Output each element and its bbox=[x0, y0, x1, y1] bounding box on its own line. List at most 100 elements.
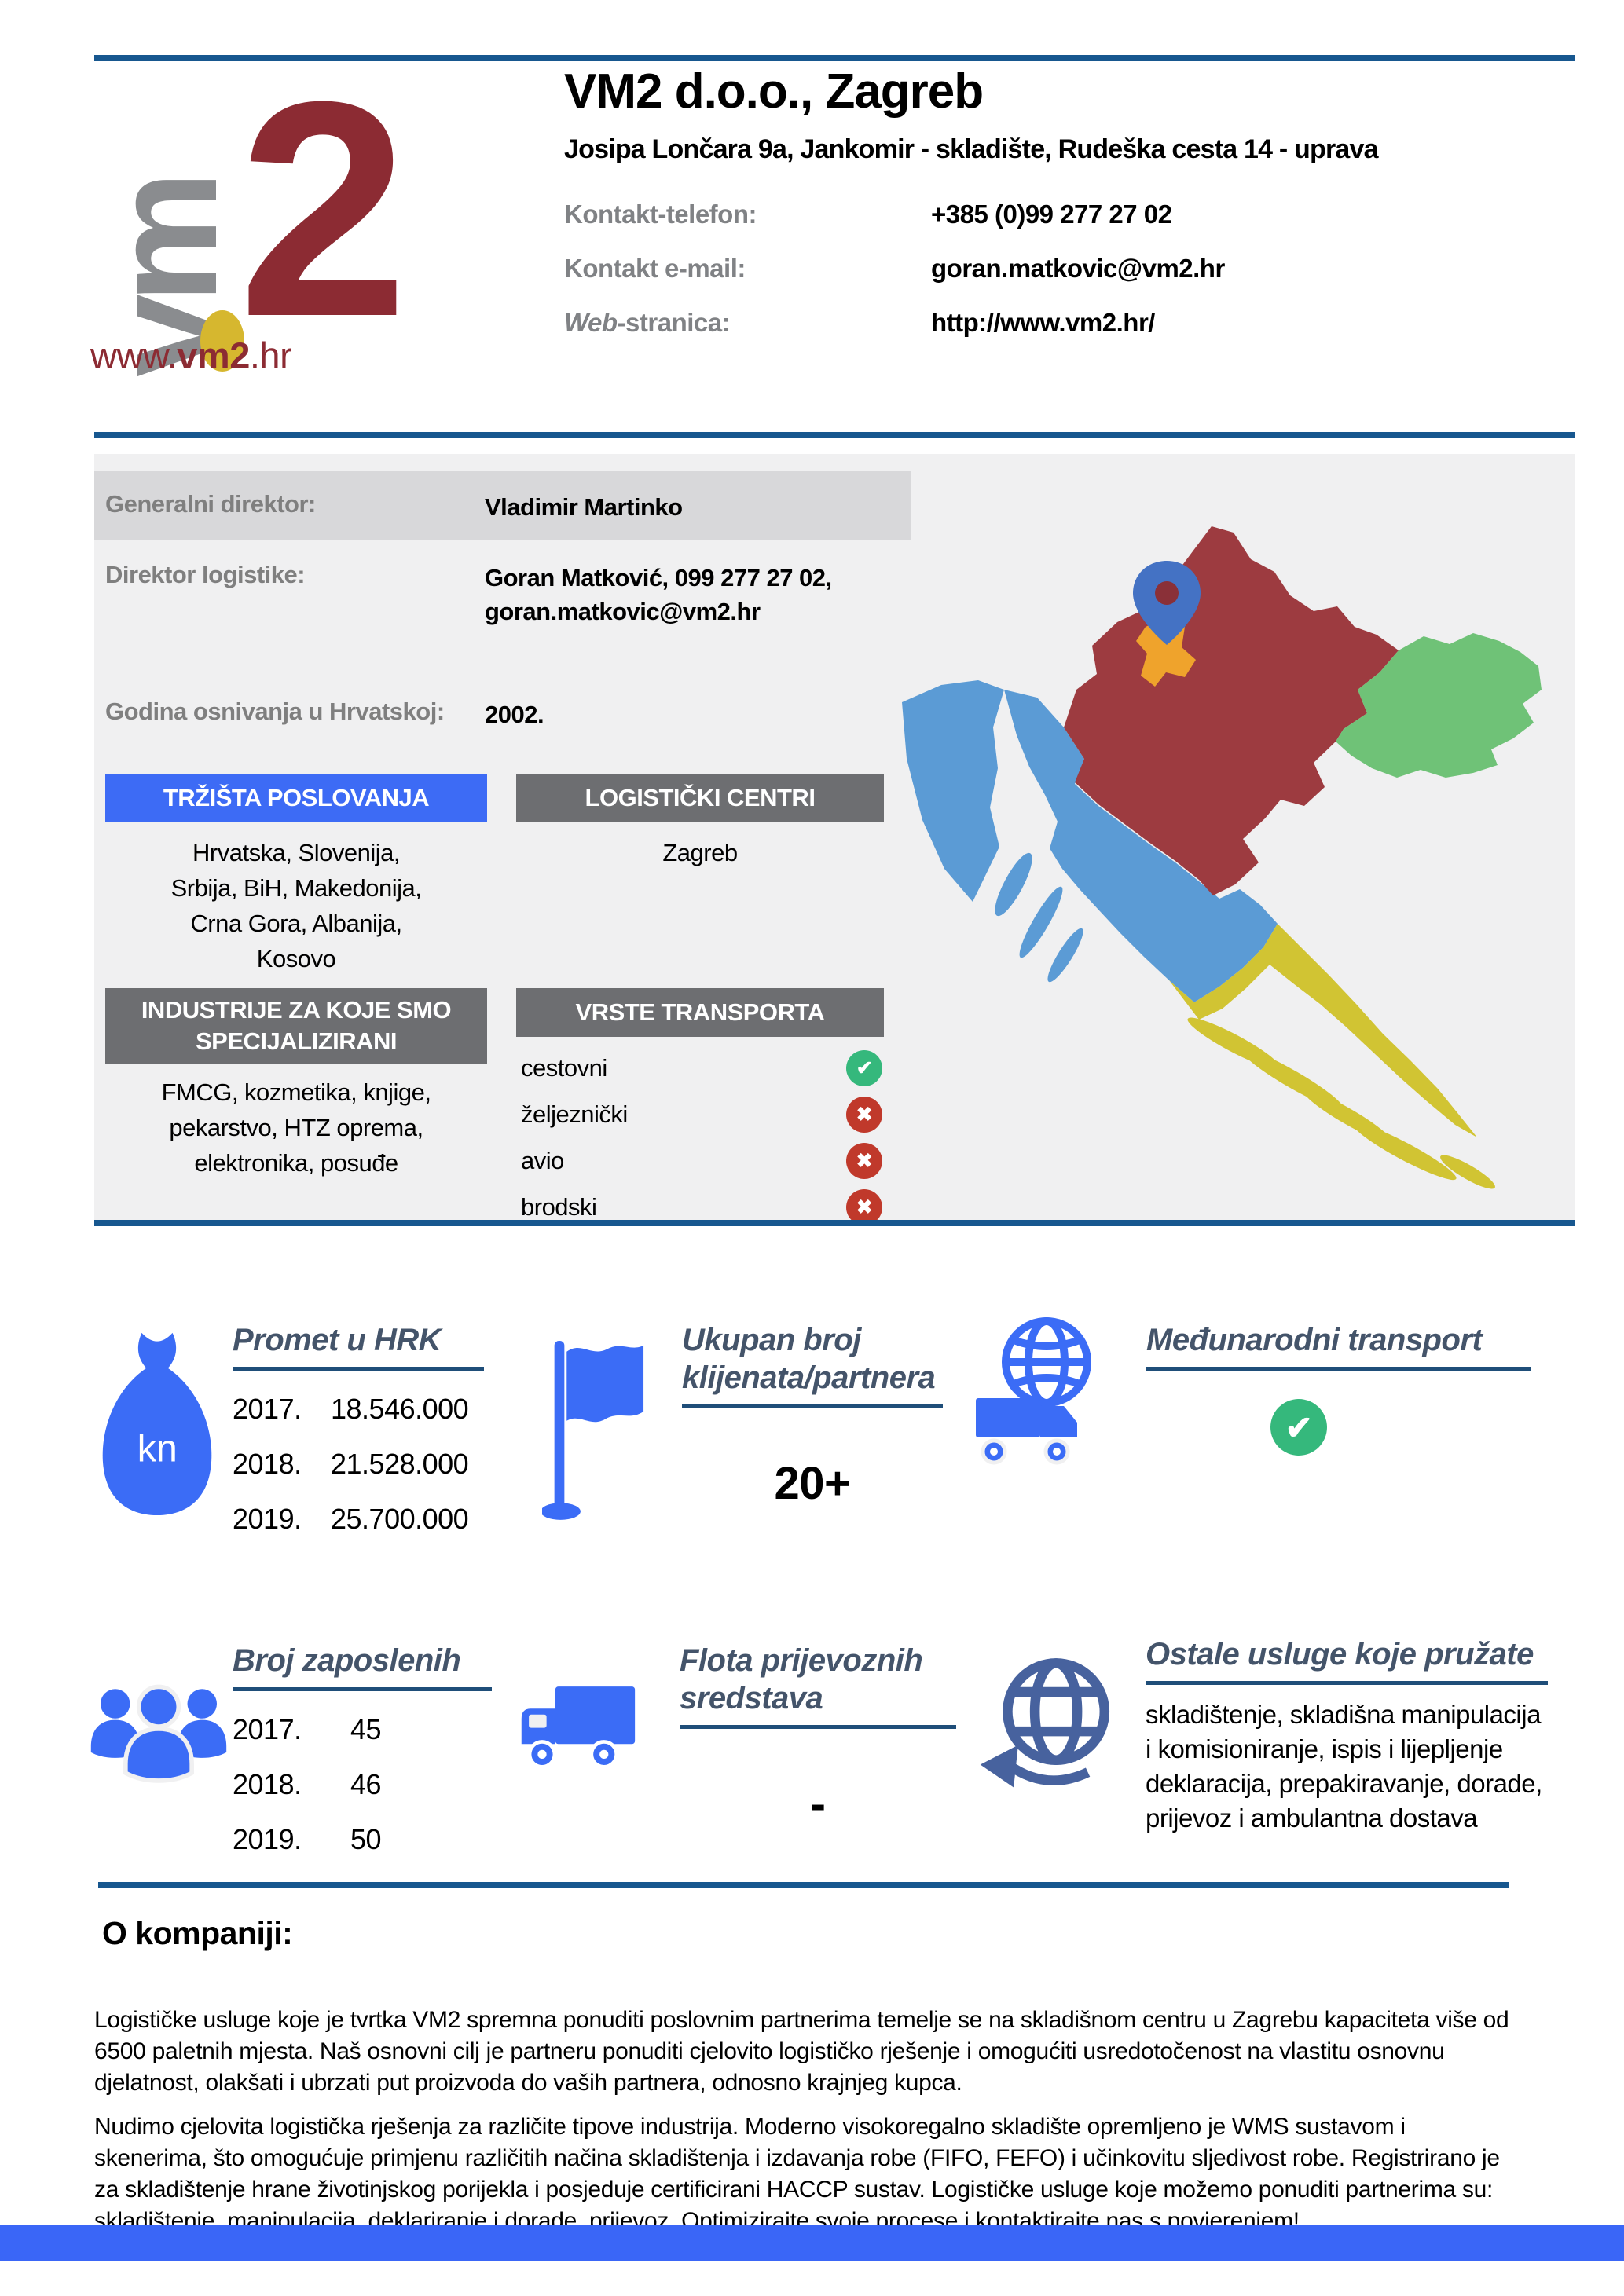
contact-label-text: Kontakt-telefon: bbox=[564, 200, 757, 229]
stat-year: 2019. bbox=[233, 1503, 302, 1535]
people-group-icon bbox=[90, 1684, 227, 1783]
transport-types-list: cestovni ✔ željeznički ✖ avio ✖ brodski … bbox=[516, 1045, 884, 1230]
logistics-director-label: Direktor logistike: bbox=[105, 561, 306, 588]
stat-value: 45 bbox=[350, 1713, 382, 1745]
stat-title: Ostale usluge koje pružate bbox=[1146, 1635, 1548, 1685]
stat-title: Međunarodni transport bbox=[1146, 1321, 1531, 1371]
stat-body: Promet u HRK 2017. 18.546.000 2018. 21.528… bbox=[233, 1321, 484, 1547]
logo-digit: 2 bbox=[238, 38, 409, 380]
globe-arrow-icon bbox=[980, 1658, 1110, 1788]
general-director-value: Vladimir Martinko bbox=[485, 493, 683, 521]
stat-value: 46 bbox=[350, 1768, 382, 1800]
stat-body: Ukupan broj klijenata/partnera 20+ bbox=[682, 1321, 943, 1510]
stat-row: 2017. 45 bbox=[233, 1702, 492, 1757]
logo-site-suffix: .hr bbox=[249, 335, 292, 376]
transport-section-header: VRSTE TRANSPORTA bbox=[516, 988, 884, 1037]
industries-section-header: INDUSTRIJE ZA KOJE SMO SPECIJALIZIRANI bbox=[105, 988, 487, 1064]
top-divider bbox=[94, 55, 1575, 61]
transport-status-icon: ✔ bbox=[846, 1049, 882, 1086]
logo-yellow-dot-icon bbox=[200, 310, 244, 372]
region-slavonia bbox=[1336, 633, 1542, 778]
contact-label-text: -stranica: bbox=[617, 308, 731, 338]
markets-list: Hrvatska, Slovenija, Srbija, BiH, Makedo… bbox=[105, 835, 487, 976]
markets-section-header: TRŽIŠTA POSLOVANJA bbox=[105, 774, 487, 822]
contact-email-value: goran.matkovic@vm2.hr bbox=[931, 254, 1225, 284]
stat-year: 2017. bbox=[233, 1393, 302, 1425]
transport-row-road: cestovni ✔ bbox=[516, 1045, 884, 1091]
about-divider bbox=[98, 1882, 1509, 1888]
island bbox=[1440, 1155, 1495, 1189]
region-west-coast bbox=[1004, 690, 1278, 1002]
money-bag-icon: kn bbox=[102, 1332, 212, 1516]
stat-value: 18.546.000 bbox=[331, 1393, 469, 1425]
logistics-director-line1: Goran Matković, 099 277 27 02, bbox=[485, 564, 832, 591]
about-paragraph-1: Logističke usluge koje je tvrtka VM2 spr… bbox=[94, 2007, 1509, 2096]
general-director-row-band bbox=[94, 471, 911, 540]
contact-list: Kontakt-telefon: +385 (0)99 277 27 02 Ko… bbox=[564, 200, 1578, 338]
company-info-panel: Generalni direktor: Vladimir Martinko Di… bbox=[94, 454, 1575, 1225]
stat-title-line1: Flota prijevoznih bbox=[680, 1643, 923, 1678]
logo-site-prefix: www. bbox=[90, 335, 178, 376]
svg-text:kn: kn bbox=[137, 1427, 178, 1470]
transport-label: cestovni bbox=[521, 1053, 607, 1082]
island bbox=[1019, 886, 1063, 958]
truck-icon bbox=[521, 1686, 636, 1769]
header: VM2 d.o.o., Zagreb Josipa Lončara 9a, Ja… bbox=[564, 66, 1578, 338]
stat-row: 2018. 21.528.000 bbox=[233, 1437, 484, 1492]
centers-section-header: LOGISTIČKI CENTRI bbox=[516, 774, 884, 822]
flag-icon bbox=[542, 1341, 644, 1520]
industries-title-line2: SPECIJALIZIRANI bbox=[195, 1027, 398, 1055]
contact-label-em: Web bbox=[564, 308, 618, 338]
stat-value: 50 bbox=[350, 1823, 382, 1855]
region-zagreb-county bbox=[1136, 617, 1196, 687]
page-title: VM2 d.o.o., Zagreb bbox=[564, 64, 984, 119]
stat-big-value: 20+ bbox=[774, 1458, 851, 1509]
contact-phone-label: Kontakt-telefon: bbox=[564, 200, 931, 229]
croatia-regions-map bbox=[902, 526, 1542, 1189]
general-director-label: Generalni direktor: bbox=[105, 490, 316, 518]
industries-line: pekarstvo, HTZ oprema, bbox=[169, 1114, 423, 1141]
island bbox=[995, 852, 1032, 917]
industries-title-line1: INDUSTRIJE ZA KOJE SMO bbox=[141, 996, 452, 1023]
founding-year-value: 2002. bbox=[485, 701, 544, 728]
contact-web-label: Web-stranica: bbox=[564, 308, 931, 338]
founding-year-label: Godina osnivanja u Hrvatskoj: bbox=[105, 698, 445, 725]
stat-text: skladištenje, skladišna manipulacija i k… bbox=[1146, 1700, 1542, 1833]
stat-big-value: - bbox=[810, 1778, 826, 1829]
island bbox=[1047, 928, 1083, 983]
about-heading: O kompaniji: bbox=[102, 1915, 293, 1951]
markets-line: Srbija, BiH, Makedonija, bbox=[170, 874, 422, 902]
stat-year: 2019. bbox=[233, 1823, 302, 1855]
stat-title: Ukupan broj klijenata/partnera bbox=[682, 1321, 943, 1408]
transport-status-icon: ✖ bbox=[846, 1096, 882, 1133]
stat-body: Broj zaposlenih 2017. 45 2018. 46 2019. 50 bbox=[233, 1642, 492, 1867]
stat-row: 2018. 46 bbox=[233, 1757, 492, 1812]
transport-status-icon: ✖ bbox=[846, 1142, 882, 1179]
about-paragraph-2: Nudimo cjelovita logistička rješenja za … bbox=[94, 2114, 1500, 2234]
stat-body: Međunarodni transport ✔ bbox=[1146, 1321, 1531, 1456]
stat-year: 2017. bbox=[233, 1713, 302, 1745]
header-divider bbox=[94, 432, 1575, 438]
industries-line: FMCG, kozmetika, knjige, bbox=[161, 1078, 431, 1106]
about-paragraphs: Logističke usluge koje je tvrtka VM2 spr… bbox=[94, 2005, 1516, 2250]
stat-row: 2019. 50 bbox=[233, 1812, 492, 1867]
stat-title-line2: sredstava bbox=[680, 1681, 823, 1716]
contact-web-value: http://www.vm2.hr/ bbox=[931, 308, 1155, 338]
panel-bottom-divider bbox=[94, 1220, 1575, 1226]
map-pin-center bbox=[1155, 581, 1179, 605]
logo-site-name: vm2 bbox=[177, 335, 250, 376]
industries-list: FMCG, kozmetika, knjige, pekarstvo, HTZ … bbox=[105, 1075, 487, 1181]
transport-row-air: avio ✖ bbox=[516, 1137, 884, 1184]
logistics-center-value: Zagreb bbox=[662, 839, 738, 866]
logistics-director-line2: goran.matkovic@vm2.hr bbox=[485, 598, 761, 625]
stat-table: 2017. 18.546.000 2018. 21.528.000 2019. 25.… bbox=[233, 1382, 484, 1547]
logistics-director-value: Goran Matković, 099 277 27 02, goran.mat… bbox=[485, 561, 832, 628]
transport-label: brodski bbox=[521, 1192, 597, 1221]
stat-title: Broj zaposlenih bbox=[233, 1642, 492, 1691]
transport-row-rail: željeznički ✖ bbox=[516, 1091, 884, 1137]
stat-title-line2: klijenata/partnera bbox=[682, 1360, 936, 1395]
stat-title: Promet u HRK bbox=[233, 1321, 484, 1371]
check-circle-icon: ✔ bbox=[1270, 1399, 1327, 1456]
island bbox=[1353, 1122, 1457, 1181]
